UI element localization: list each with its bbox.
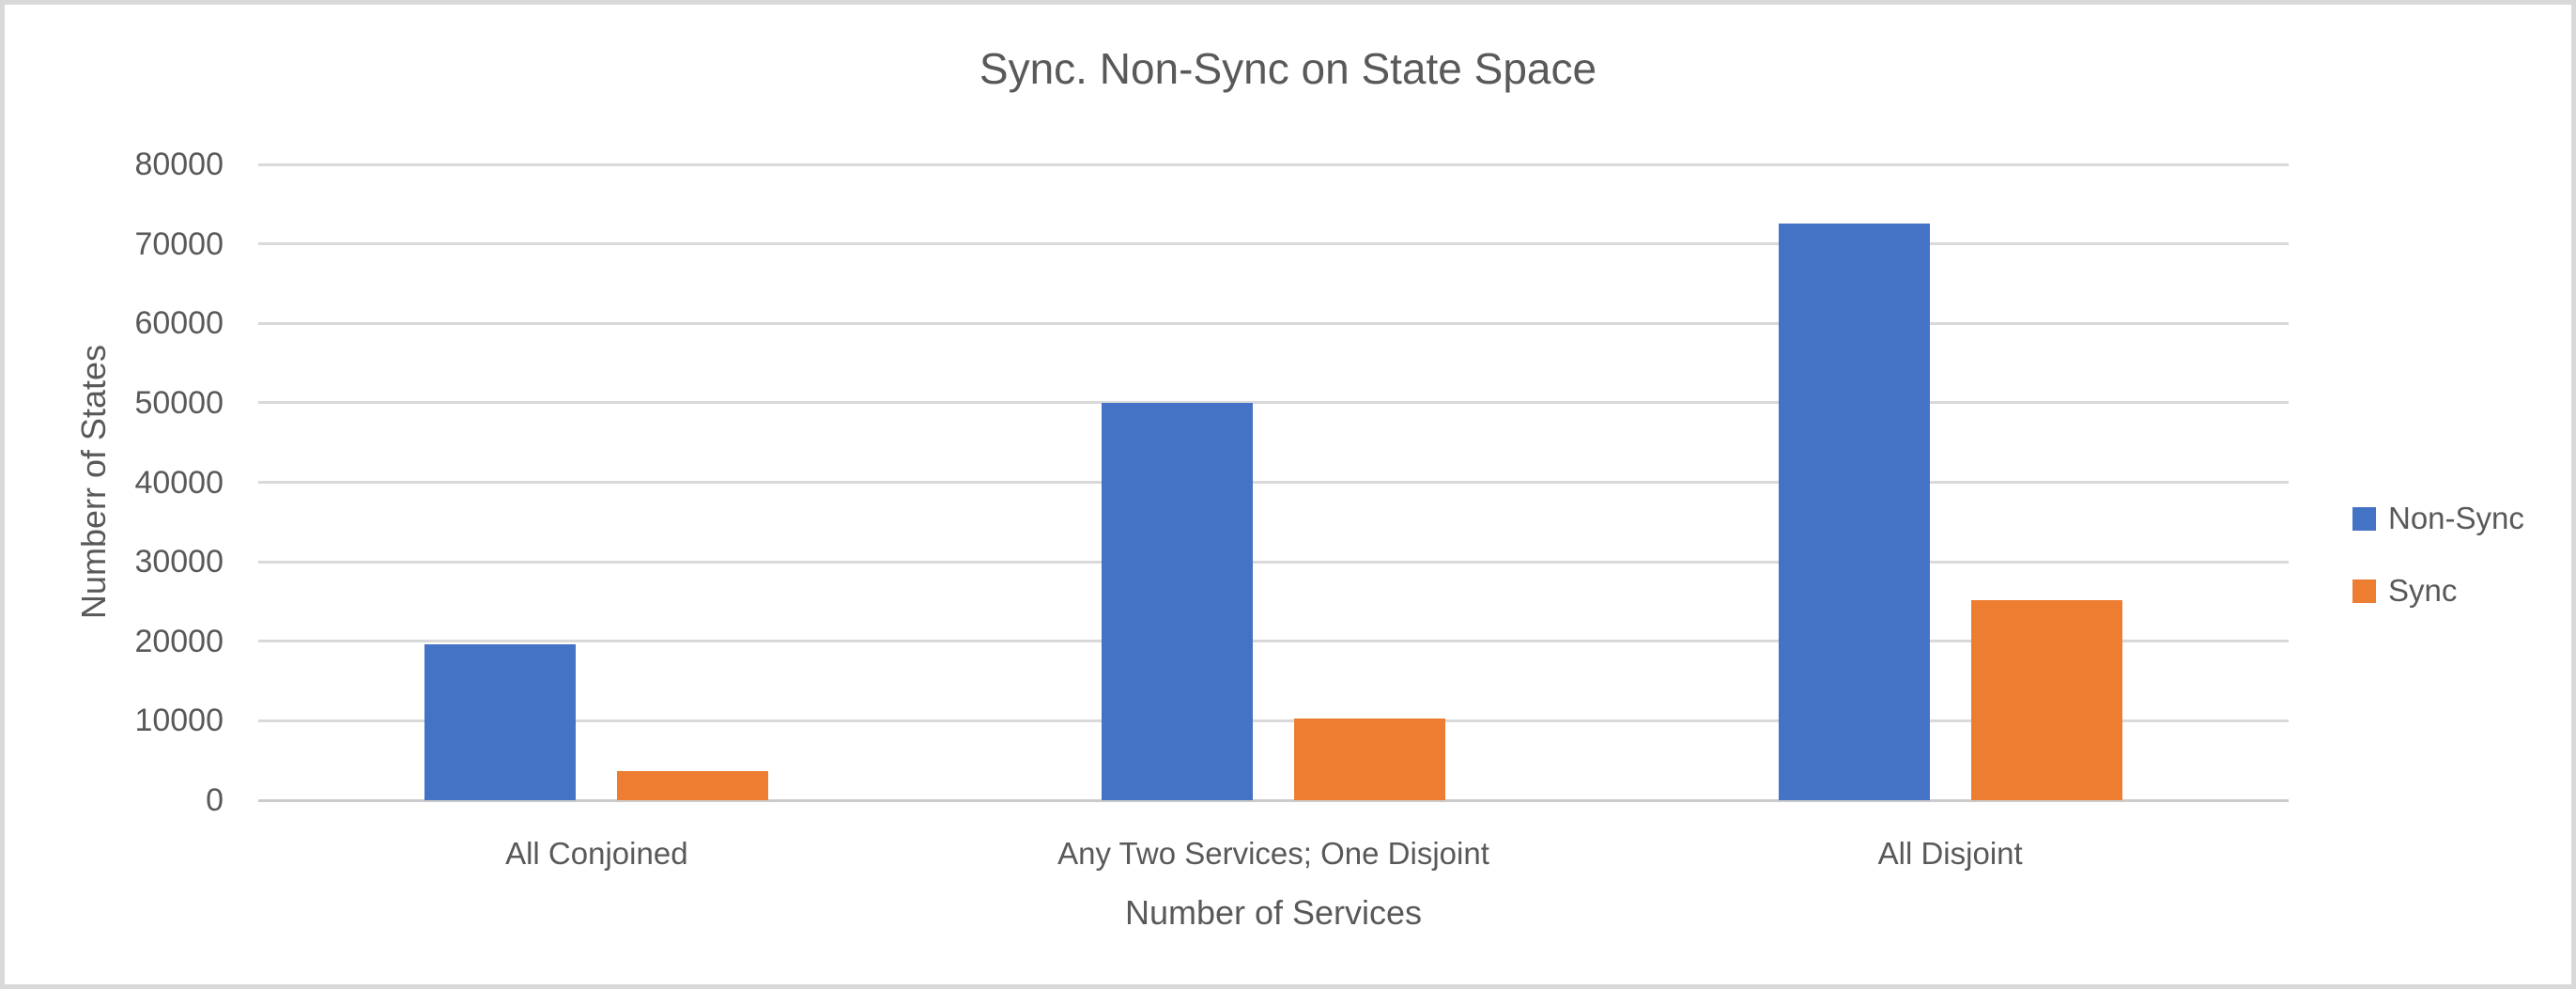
legend-item-non-sync: Non-Sync [2352,495,2524,542]
gridline [258,640,2289,643]
gridline [258,242,2289,246]
chart-title: Sync. Non-Sync on State Space [979,44,1597,93]
x-category-label-any-two-services-one-disjoint: Any Two Services; One Disjoint [1057,836,1489,871]
legend: Non-Sync Sync [2352,495,2524,614]
y-tick-label: 40000 [134,464,224,501]
gridline [258,401,2289,405]
bar-non-sync-any-two-services-one-disjoint [1102,403,1253,800]
plot-area [258,162,2289,802]
y-tick-label: 30000 [134,544,224,580]
bar-non-sync-all-conjoined [424,644,577,800]
legend-swatch-non-sync-icon [2352,506,2376,531]
legend-item-label: Non-Sync [2388,501,2524,535]
gridline [258,321,2289,325]
gridline [258,481,2289,484]
x-axis-line [258,798,2289,802]
legend-swatch-sync-icon [2352,579,2376,603]
gridline [258,162,2289,166]
y-tick-label: 20000 [134,623,224,659]
legend-item-label: Sync [2388,573,2458,608]
gridline [258,560,2289,564]
bar-non-sync-all-disjoint [1778,224,1930,800]
gridline [258,719,2289,722]
y-tick-label: 70000 [134,225,224,262]
y-tick-label: 60000 [134,305,224,342]
bar-sync-all-disjoint [1970,600,2122,800]
legend-item-sync: Sync [2352,567,2524,614]
y-tick-label: 0 [206,782,224,818]
y-tick-label: 50000 [134,384,224,421]
x-category-label-all-conjoined: All Conjoined [505,836,688,871]
bar-sync-any-two-services-one-disjoint [1294,719,1445,800]
x-category-label-all-disjoint: All Disjoint [1877,836,2023,871]
y-tick-label: 10000 [134,703,224,739]
y-tick-label: 80000 [134,147,224,182]
x-axis-title: Number of Services [1124,893,1423,932]
bar-sync-all-conjoined [617,771,769,800]
